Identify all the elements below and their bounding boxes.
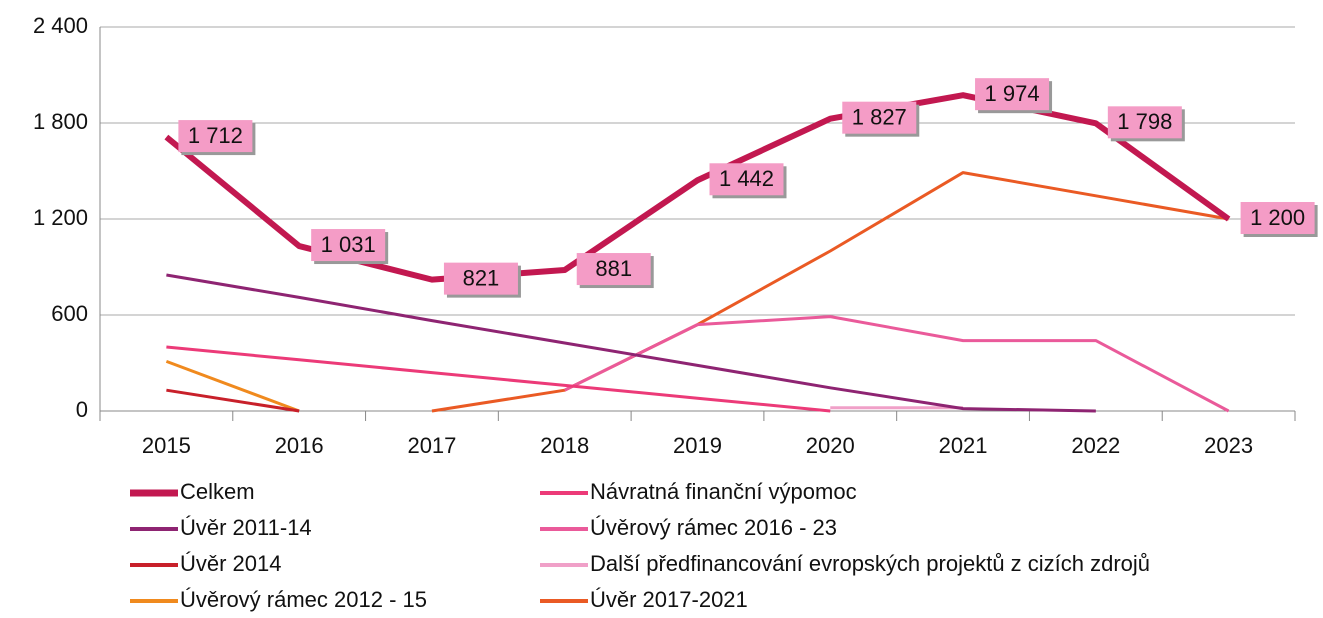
label-box [842, 101, 917, 134]
label-box [443, 262, 518, 295]
x-tick-label: 2016 [275, 433, 324, 458]
x-tick-label: 2022 [1071, 433, 1120, 458]
legend-label: Návratná finanční výpomoc [590, 479, 857, 504]
data-label: 881 [595, 256, 632, 281]
legend-label: Úvěrový rámec 2012 - 15 [180, 587, 427, 612]
label-box [975, 78, 1050, 111]
data-label: 1 974 [985, 81, 1040, 106]
y-tick-label: 1 200 [33, 205, 88, 230]
data-label: 1 200 [1250, 205, 1305, 230]
y-tick-label: 2 400 [33, 13, 88, 38]
x-tick-label: 2015 [142, 433, 191, 458]
label-box [709, 163, 784, 196]
label-box [576, 253, 651, 286]
x-tick-label: 2021 [939, 433, 988, 458]
legend-label: Úvěr 2014 [180, 551, 282, 576]
label-box [178, 120, 253, 153]
data-label: 1 712 [188, 123, 243, 148]
y-tick-label: 0 [76, 397, 88, 422]
legend-label: Celkem [180, 479, 255, 504]
series-line [166, 388, 300, 413]
x-tick-label: 2018 [540, 433, 589, 458]
x-tick-label: 2019 [673, 433, 722, 458]
x-tick-label: 2020 [806, 433, 855, 458]
series-line [165, 359, 300, 413]
legend-label: Další předfinancování evropských projekt… [590, 551, 1150, 576]
legend-label: Úvěr 2011-14 [180, 515, 312, 540]
label-box [311, 229, 386, 262]
data-label: 1 827 [852, 104, 907, 129]
y-tick-label: 1 800 [33, 109, 88, 134]
series-line [431, 171, 1229, 413]
series-line [166, 345, 831, 413]
series-line [166, 273, 1096, 413]
data-label: 1 798 [1117, 109, 1172, 134]
label-box [1107, 106, 1182, 139]
data-label: 1 031 [321, 232, 376, 257]
legend-label: Úvěrový rámec 2016 - 23 [590, 515, 837, 540]
label-box [1240, 202, 1315, 234]
x-tick-label: 2017 [407, 433, 456, 458]
data-label: 1 442 [719, 166, 774, 191]
x-tick-label: 2023 [1204, 433, 1253, 458]
data-label: 821 [463, 265, 500, 290]
series-line [564, 315, 1230, 413]
legend-label: Úvěr 2017-2021 [590, 587, 748, 612]
y-tick-label: 600 [51, 301, 88, 326]
